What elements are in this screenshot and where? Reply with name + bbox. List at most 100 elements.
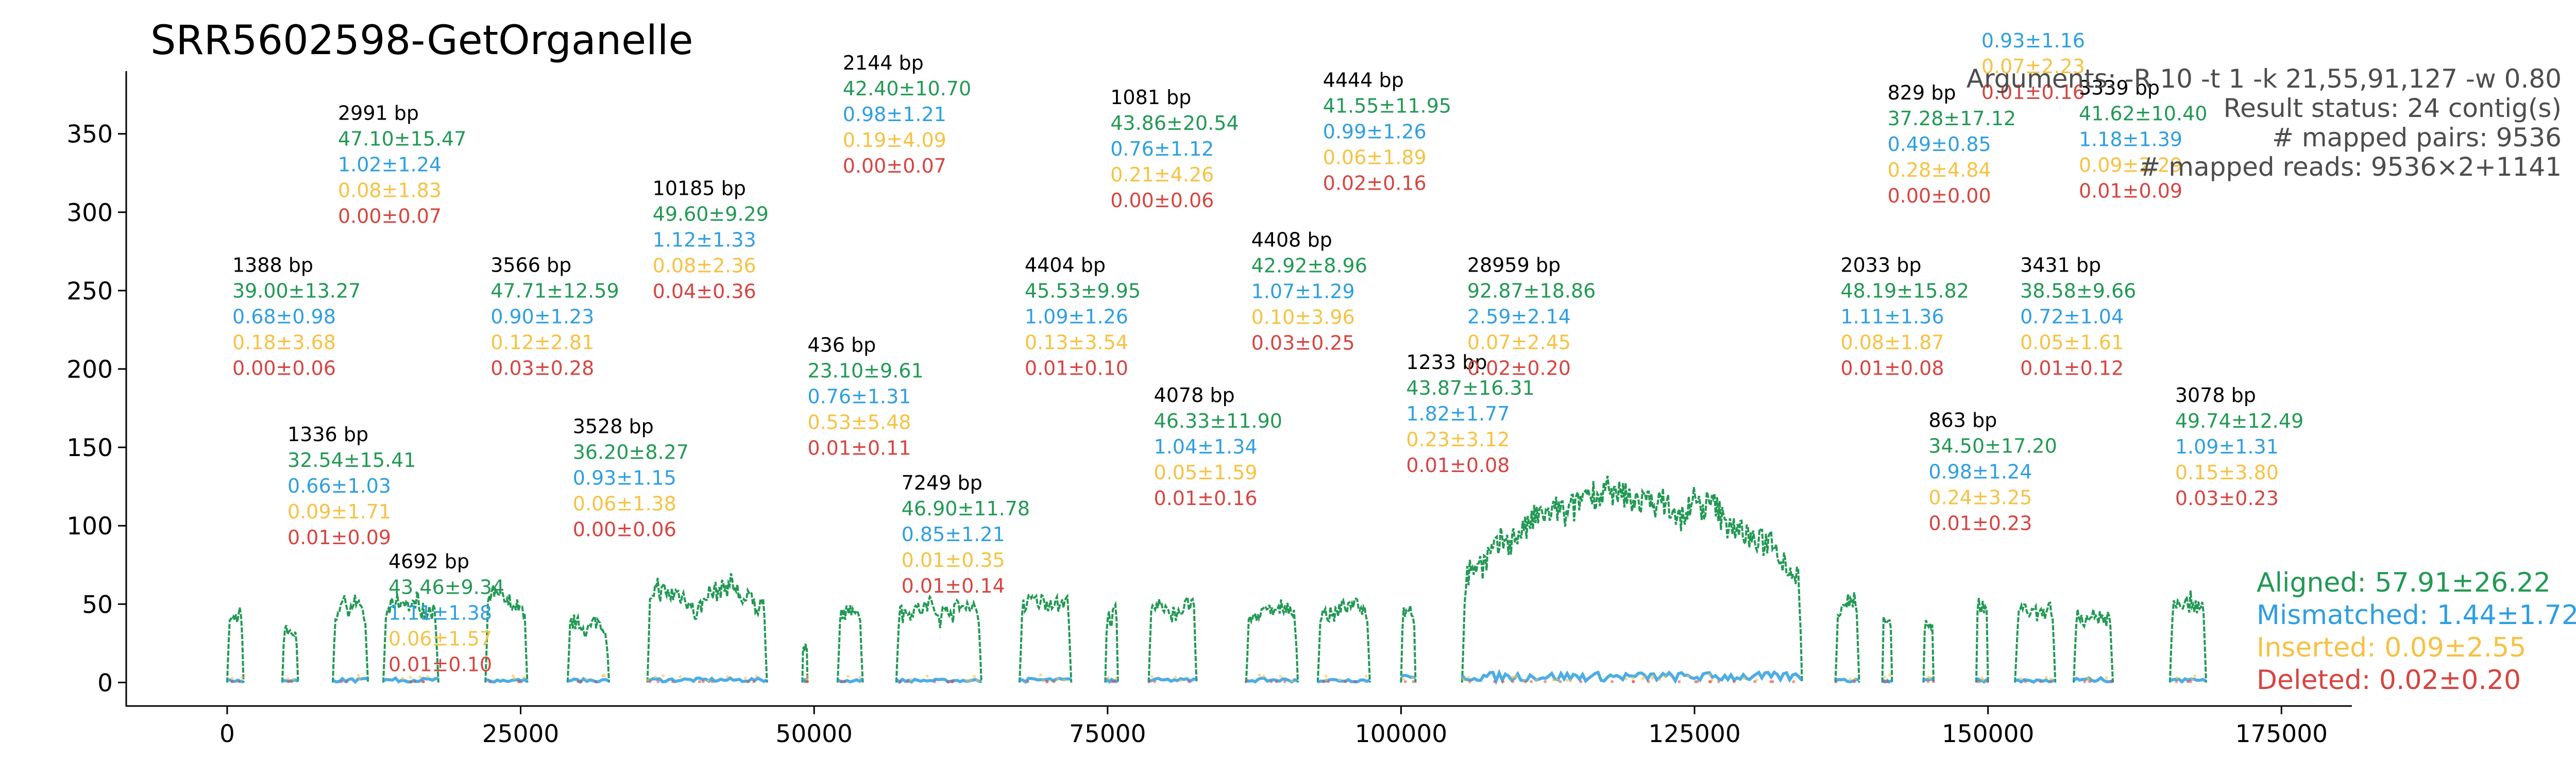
contig-length-label: 1081 bp bbox=[1110, 86, 1191, 109]
deleted-point bbox=[421, 680, 425, 683]
contig-label: 0.93±1.16 0.07±2.23 0.01±0.16 bbox=[1981, 29, 2085, 104]
deleted-point bbox=[1113, 680, 1116, 683]
inserted-point bbox=[1325, 678, 1328, 681]
mismatched-series-line bbox=[2073, 676, 2113, 683]
y-tick-label: 0 bbox=[97, 669, 113, 697]
deleted-point bbox=[2088, 680, 2092, 683]
mismatched-stat-label: 0.76±1.12 bbox=[1110, 138, 1214, 160]
deleted-point bbox=[698, 680, 701, 683]
deleted-point bbox=[746, 680, 750, 683]
deleted-point bbox=[340, 680, 343, 683]
mismatched-stat-label: 0.68±0.98 bbox=[232, 305, 336, 328]
x-tick-label: 125000 bbox=[1648, 720, 1740, 748]
coverage-track bbox=[1316, 597, 1371, 684]
contig-label: 4408 bp 42.92±8.96 1.07±1.29 0.10±3.96 0.03±… bbox=[1251, 229, 1367, 355]
aligned-series-line bbox=[1316, 597, 1371, 683]
inserted-point bbox=[1551, 678, 1555, 682]
aligned-stat-label: 41.55±11.95 bbox=[1323, 94, 1451, 117]
inserted-point bbox=[418, 675, 422, 679]
deleted-stat-label: 0.00±0.06 bbox=[573, 518, 676, 541]
info-line: # mapped pairs: 9536 bbox=[2272, 123, 2562, 153]
inserted-point bbox=[292, 678, 295, 681]
mismatched-series-line bbox=[1246, 677, 1299, 684]
deleted-point bbox=[1344, 680, 1347, 683]
deleted-point bbox=[238, 680, 241, 683]
deleted-point bbox=[1753, 680, 1756, 683]
deleted-stat-label: 0.00±0.07 bbox=[338, 205, 442, 227]
contig-length-label: 4692 bp bbox=[388, 550, 469, 573]
deleted-point bbox=[933, 680, 937, 683]
contig-label: 4444 bp 41.55±11.95 0.99±1.26 0.06±1.89 0.02… bbox=[1323, 69, 1451, 194]
aligned-series-line bbox=[382, 592, 439, 683]
inserted-point bbox=[1262, 675, 1265, 678]
deleted-point bbox=[906, 680, 909, 683]
deleted-point bbox=[1327, 680, 1330, 683]
inserted-point bbox=[241, 676, 244, 679]
mismatched-stat-label: 1.82±1.77 bbox=[1406, 402, 1510, 425]
inserted-stat-label: 0.05±1.59 bbox=[1154, 461, 1258, 484]
inserted-point bbox=[1364, 675, 1368, 678]
mismatched-stat-label: 1.18±1.39 bbox=[2079, 128, 2182, 151]
inserted-stat-label: 0.28±4.84 bbox=[1888, 159, 1991, 181]
deleted-point bbox=[840, 680, 843, 683]
deleted-point bbox=[2024, 680, 2027, 683]
inserted-point bbox=[1179, 679, 1182, 683]
coverage-tracks bbox=[226, 475, 2207, 685]
deleted-stat-label: 0.02±0.20 bbox=[1467, 357, 1571, 379]
inserted-point bbox=[1686, 674, 1690, 678]
deleted-stat-label: 0.00±0.07 bbox=[843, 155, 946, 177]
inserted-stat-label: 0.19±4.09 bbox=[843, 129, 946, 152]
y-tick-label: 250 bbox=[66, 277, 113, 306]
mismatched-stat-label: 0.93±1.15 bbox=[573, 467, 676, 490]
deleted-stat-label: 0.04±0.36 bbox=[653, 280, 756, 303]
coverage-track bbox=[566, 612, 611, 684]
aligned-series-line bbox=[484, 585, 529, 683]
aligned-stat-label: 49.60±9.29 bbox=[653, 203, 769, 225]
inserted-point bbox=[1742, 677, 1746, 680]
deleted-point bbox=[290, 680, 293, 683]
deleted-point bbox=[843, 680, 846, 683]
aligned-stat-label: 47.10±15.47 bbox=[338, 127, 466, 150]
inserted-point bbox=[230, 677, 234, 680]
mismatched-series-line bbox=[1923, 677, 1935, 682]
inserted-point bbox=[846, 675, 850, 678]
mismatched-stat-label: 0.85±1.21 bbox=[902, 523, 1005, 546]
coverage-track bbox=[382, 592, 439, 684]
deleted-point bbox=[1468, 680, 1471, 683]
mismatched-stat-label: 0.93±1.16 bbox=[1981, 29, 2085, 52]
inserted-point bbox=[1888, 674, 1891, 677]
inserted-point bbox=[706, 679, 710, 683]
inserted-point bbox=[743, 677, 747, 680]
mismatched-stat-label: 1.11±1.36 bbox=[1840, 305, 1944, 328]
inserted-point bbox=[755, 675, 758, 678]
contig-length-label: 7249 bp bbox=[902, 472, 982, 494]
inserted-point bbox=[805, 675, 809, 678]
inserted-point bbox=[654, 675, 657, 679]
contig-length-label: 3431 bp bbox=[2020, 254, 2101, 276]
deleted-stat-label: 0.00±0.06 bbox=[232, 357, 336, 379]
contig-length-label: 4444 bp bbox=[1323, 69, 1404, 91]
coverage-track bbox=[2073, 609, 2114, 683]
aligned-series-line bbox=[1922, 619, 1935, 683]
aligned-series-line bbox=[566, 612, 611, 683]
mismatched-stat-label: 0.99±1.26 bbox=[1323, 120, 1427, 143]
aligned-series-line bbox=[1104, 600, 1119, 683]
deleted-point bbox=[1147, 680, 1151, 683]
deleted-point bbox=[594, 680, 598, 683]
contig-length-label: 2991 bp bbox=[338, 102, 419, 124]
deleted-point bbox=[1986, 680, 1989, 683]
inserted-point bbox=[2193, 674, 2197, 678]
deleted-point bbox=[1153, 680, 1157, 683]
inserted-point bbox=[1848, 678, 1852, 681]
contig-label: 1388 bp 39.00±13.27 0.68±0.98 0.18±3.68 0.00… bbox=[232, 254, 361, 379]
deleted-point bbox=[1403, 680, 1407, 683]
deleted-point bbox=[488, 680, 492, 683]
deleted-point bbox=[1493, 680, 1496, 683]
deleted-point bbox=[1275, 680, 1278, 683]
inserted-stat-label: 0.23±3.12 bbox=[1406, 428, 1510, 451]
inserted-point bbox=[585, 677, 588, 681]
x-tick-label: 75000 bbox=[1069, 720, 1146, 748]
mismatched-stat-label: 1.12±1.33 bbox=[653, 228, 756, 251]
contig-label: 7249 bp 46.90±11.78 0.85±1.21 0.01±0.35 0.01… bbox=[902, 472, 1030, 597]
coverage-track bbox=[1400, 605, 1417, 683]
